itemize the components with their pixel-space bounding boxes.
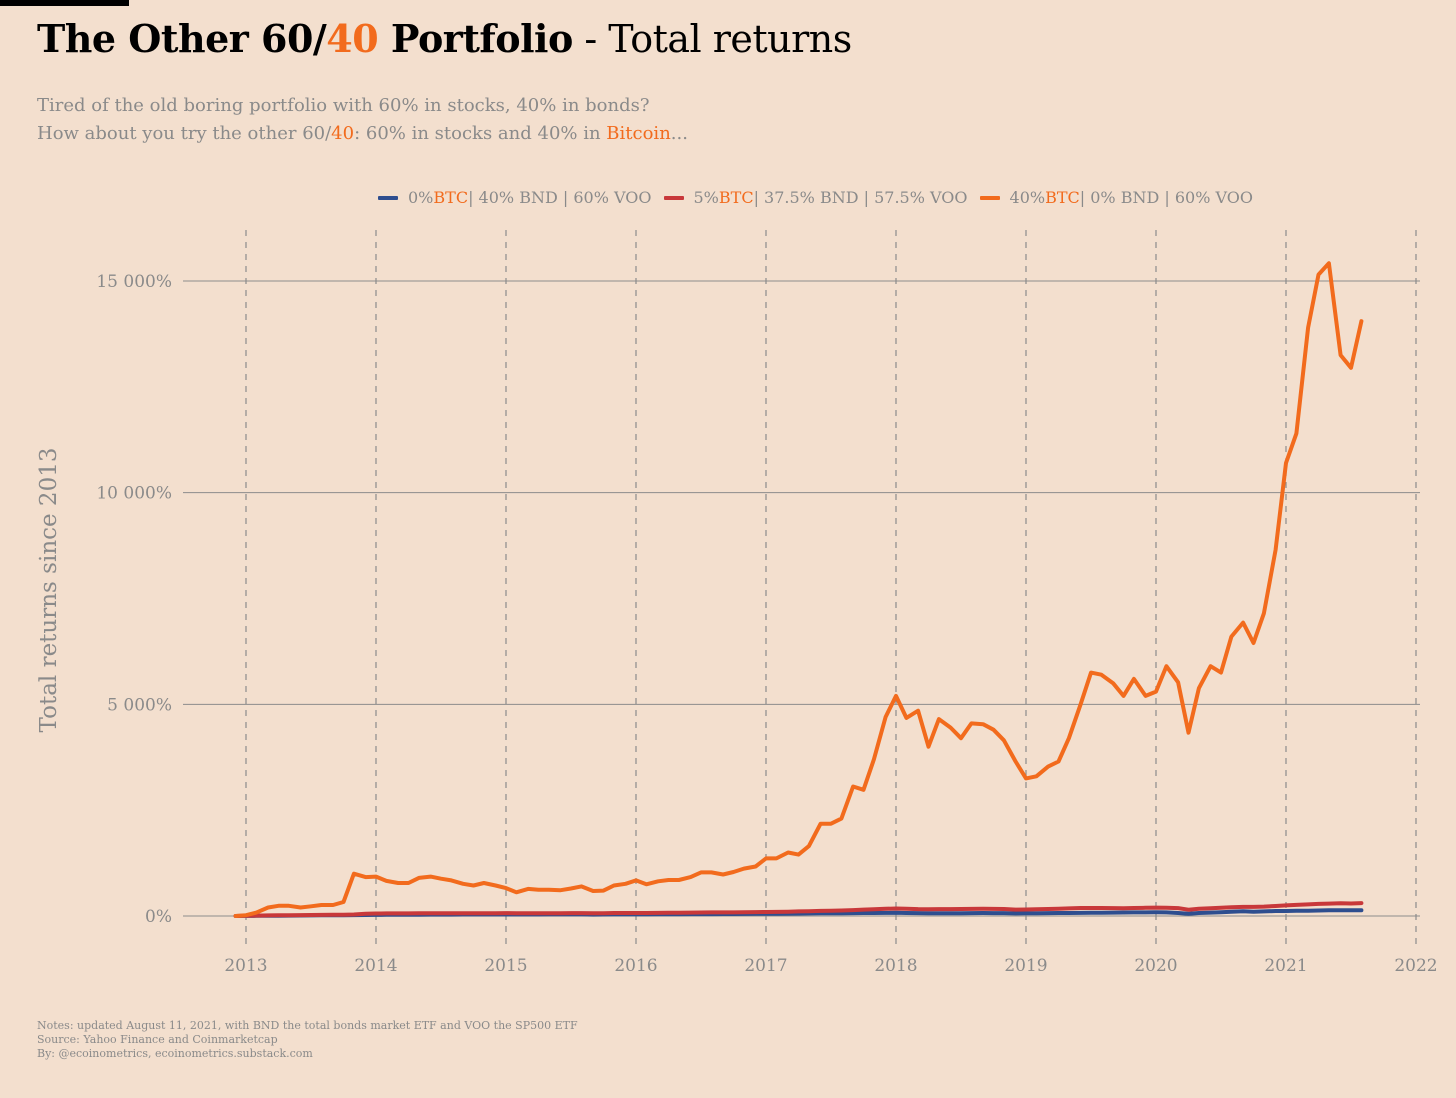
x-tick-label-2014: 2014 — [354, 956, 397, 976]
legend-swatch-40-btc — [979, 195, 1000, 200]
legend-item-40-btc: 40% BTC | 0% BND | 60% VOO — [979, 188, 1254, 207]
title-part-main: The Other 60/ — [37, 16, 327, 61]
title-part-portfolio: Portfolio — [378, 16, 573, 61]
y-tick-label-10000: 10 000% — [96, 484, 172, 504]
subtitle-line-2: How about you try the other 60/40: 60% i… — [37, 120, 688, 148]
chart-notes: Notes: updated August 11, 2021, with BND… — [37, 1019, 578, 1061]
subtitle-line-1: Tired of the old boring portfolio with 6… — [37, 95, 650, 116]
legend-label-0-btc-post: | 40% BND | 60% VOO — [468, 188, 652, 207]
chart-legend: 0% BTC | 40% BND | 60% VOO 5% BTC | 37.5… — [378, 188, 1265, 207]
x-tick-label-2022: 2022 — [1394, 956, 1437, 976]
x-tick-labels: 2013 2014 2015 2016 2017 2018 2019 2020 2021 2022 — [224, 956, 1437, 976]
y-tick-labels: 0% 5 000% 10 000% 15 000% — [96, 272, 172, 927]
notes-source: Source: Yahoo Finance and Coinmarketcap — [37, 1033, 278, 1046]
notes-byline: By: @ecoinometrics, ecoinometrics.substa… — [37, 1047, 313, 1060]
x-tick-label-2018: 2018 — [874, 956, 917, 976]
series-line-5-btc — [233, 901, 1364, 918]
y-tick-label-0: 0% — [145, 907, 172, 927]
x-tick-label-2020: 2020 — [1134, 956, 1177, 976]
subtitle-line-2-c: : 60% in stocks and 40% in — [354, 123, 607, 144]
x-tick-label-2021: 2021 — [1264, 956, 1307, 976]
title-part-accent: 40 — [326, 16, 379, 61]
subtitle-line-2-a: How about you try the other 60/ — [37, 123, 332, 144]
legend-item-0-btc: 0% BTC | 40% BND | 60% VOO — [378, 188, 652, 207]
legend-swatch-0-btc — [378, 195, 398, 200]
legend-swatch-5-btc — [663, 195, 684, 200]
notes-line-1: Notes: updated August 11, 2021, with BND… — [37, 1019, 578, 1032]
y-tick-label-5000: 5 000% — [107, 695, 172, 715]
chart-subtitle: Tired of the old boring portfolio with 6… — [37, 92, 688, 148]
legend-label-40-btc-post: | 0% BND | 60% VOO — [1079, 188, 1254, 207]
series-line-40-btc — [233, 261, 1364, 918]
y-axis-label: Total returns since 2013 — [36, 448, 62, 733]
series-lines — [233, 261, 1364, 918]
legend-label-40-btc-btc: BTC — [1045, 188, 1080, 207]
legend-label-40-btc-pre: 40% — [1009, 188, 1046, 207]
top-accent-bar — [0, 0, 129, 6]
x-tick-label-2019: 2019 — [1004, 956, 1047, 976]
legend-label-0-btc-btc: BTC — [433, 188, 469, 207]
x-tick-label-2015: 2015 — [484, 956, 527, 976]
title-part-suffix: - Total returns — [572, 17, 852, 61]
horizontal-gridlines — [183, 280, 1420, 705]
chart-title: The Other 60/40 Portfolio - Total return… — [37, 16, 852, 61]
subtitle-line-2-d: Bitcoin — [606, 123, 671, 144]
subtitle-line-2-b: 40 — [331, 123, 355, 144]
legend-label-5-btc-post: | 37.5% BND | 57.5% VOO — [753, 188, 968, 207]
x-tick-label-2013: 2013 — [224, 956, 267, 976]
legend-item-5-btc: 5% BTC | 37.5% BND | 57.5% VOO — [663, 188, 968, 207]
y-tick-label-15000: 15 000% — [96, 272, 172, 292]
x-tick-label-2016: 2016 — [614, 956, 657, 976]
vertical-gridlines — [245, 230, 1417, 950]
legend-label-5-btc-pre: 5% — [693, 188, 719, 207]
subtitle-line-2-e: ... — [670, 123, 688, 144]
x-tick-label-2017: 2017 — [744, 956, 787, 976]
legend-label-0-btc-pre: 0% — [408, 188, 434, 207]
legend-label-5-btc-btc: BTC — [718, 188, 754, 207]
